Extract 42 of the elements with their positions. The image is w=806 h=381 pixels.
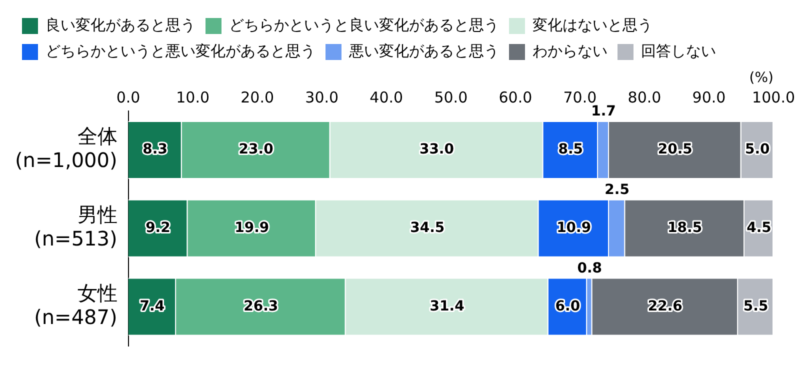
data-label: 1.7 [591, 104, 616, 120]
data-label: 8.5 [558, 142, 584, 158]
legend-label: 良い変化があると思う [46, 16, 196, 34]
y-tick-label: 全体 (n=1,000) [15, 124, 118, 172]
data-label: 9.2 [146, 220, 170, 236]
data-label: 18.5 [668, 220, 702, 236]
data-label: 2.5 [604, 182, 630, 198]
data-label: 0.8 [577, 260, 602, 276]
x-tick-label: 30.0 [305, 88, 339, 107]
data-label: 19.9 [234, 220, 270, 236]
data-label: 6.0 [555, 298, 580, 314]
data-label: 5.0 [744, 142, 770, 158]
data-label: 33.0 [419, 142, 454, 158]
data-label: 34.5 [410, 220, 445, 236]
data-label: 4.5 [746, 220, 772, 236]
data-label: 7.4 [140, 298, 165, 314]
x-tick-label: 90.0 [692, 88, 726, 107]
data-label: 31.4 [430, 298, 465, 314]
data-label: 22.6 [648, 298, 682, 314]
data-label: 23.0 [238, 142, 274, 158]
legend-label: わからない [532, 42, 608, 60]
y-tick-label: 男性 (n=513) [34, 202, 118, 251]
data-label: 8.3 [142, 142, 168, 158]
y-tick-label: 女性 (n=487) [34, 281, 118, 330]
x-tick-label: 0.0 [116, 88, 140, 107]
x-tick-label: 10.0 [176, 88, 210, 107]
legend-label: 悪い変化があると思う [348, 42, 499, 60]
legend-label: どちらかというと良い変化があると思う [229, 16, 499, 34]
data-label: 10.9 [556, 220, 592, 236]
legend-label: どちらかというと悪い変化があると思う [46, 42, 316, 60]
data-label: 20.5 [658, 142, 692, 158]
x-tick-label: 40.0 [370, 88, 404, 107]
legend-label: 回答しない [641, 42, 716, 60]
x-tick-label: 60.0 [498, 88, 532, 107]
x-tick-label: 20.0 [240, 88, 274, 107]
x-tick-label: 50.0 [434, 88, 468, 107]
data-label: 26.3 [244, 298, 278, 314]
data-label: 5.5 [743, 298, 768, 314]
x-axis-title: (%) [749, 70, 774, 86]
x-tick-label: 80.0 [628, 88, 662, 107]
x-tick-label: 100.0 [752, 88, 796, 107]
legend-label: 変化はないと思う [532, 16, 652, 34]
